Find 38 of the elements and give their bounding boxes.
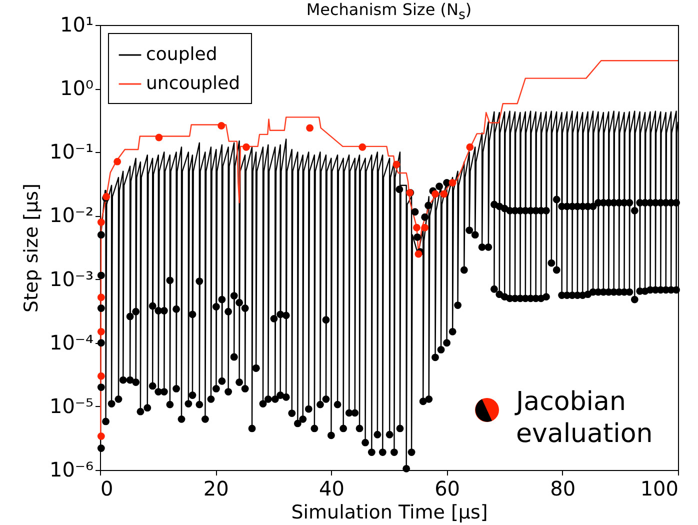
y-tick-label: 10⁰ [60, 76, 94, 100]
point [97, 372, 105, 380]
point [306, 124, 314, 132]
point [440, 190, 448, 198]
point [97, 432, 105, 440]
legend-label: coupled [146, 44, 218, 65]
point [466, 143, 474, 151]
legend-label: uncoupled [146, 73, 240, 94]
point [448, 179, 456, 186]
point [155, 134, 163, 142]
point [97, 218, 105, 226]
annotation: Jacobian evaluation [516, 386, 654, 450]
point [114, 158, 122, 166]
x-tick-label: 80 [550, 476, 576, 500]
y-axis-title: Step size [μs] [20, 184, 42, 312]
x-tick-label: 0 [100, 476, 114, 500]
x-tick-label: 100 [640, 476, 678, 500]
x-tick-label: 60 [434, 476, 460, 500]
chart-title: Mechanism Size (N$_{s}$) [305, 0, 473, 26]
point [97, 294, 105, 302]
point [413, 224, 420, 232]
point [242, 143, 250, 151]
point [218, 122, 226, 130]
x-tick-label: 20 [203, 476, 229, 500]
y-tick-label: 10⁻⁴ [49, 330, 94, 354]
y-tick-label: 10⁻¹ [49, 140, 94, 164]
x-axis-title: Simulation Time [μs] [291, 502, 488, 524]
x-tick-label: 40 [318, 476, 344, 500]
y-tick-label: 10⁻² [49, 203, 94, 228]
y-tick-label: 10⁻⁶ [49, 458, 94, 482]
y-tick-label: 10⁻³ [49, 266, 94, 291]
point [358, 143, 366, 151]
y-tick-label: 10¹ [60, 12, 94, 36]
point [432, 190, 439, 198]
point [421, 224, 429, 232]
point [97, 328, 105, 336]
point [392, 160, 400, 168]
y-tick-label: 10⁻⁵ [49, 394, 94, 418]
